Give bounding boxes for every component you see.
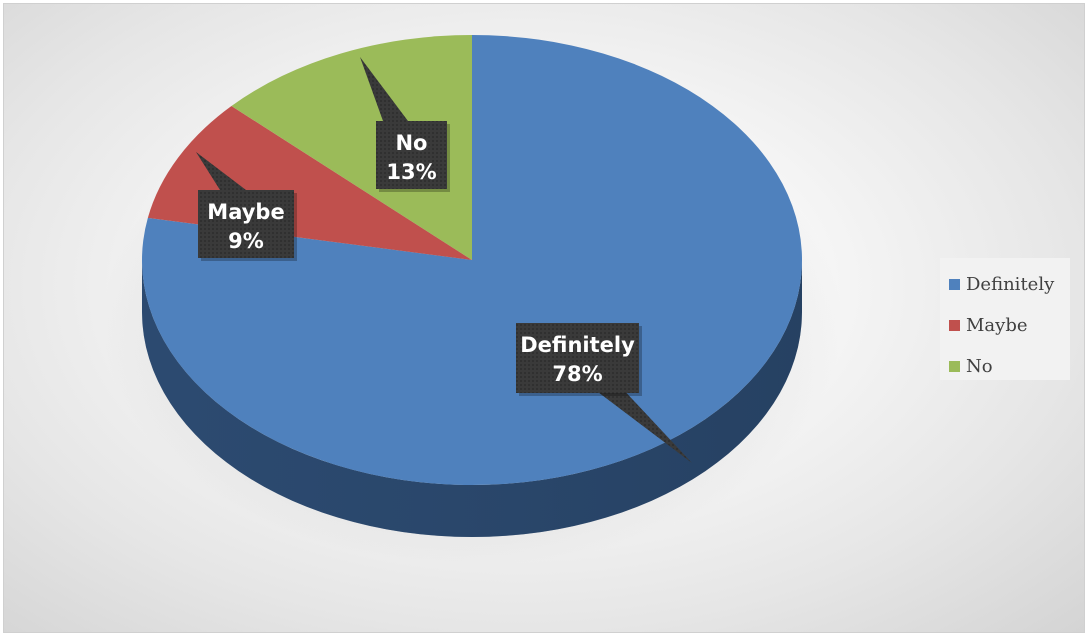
legend-swatch-definitely bbox=[949, 279, 960, 290]
legend-item-definitely: Definitely bbox=[940, 264, 1070, 305]
pie-side bbox=[142, 260, 802, 537]
legend-swatch-maybe bbox=[949, 320, 960, 331]
pie-side-shading bbox=[142, 260, 802, 537]
data-labels: Definitely 78% Maybe 9% No 13% bbox=[196, 57, 692, 463]
legend-swatch-no bbox=[949, 361, 960, 372]
data-label-category: Definitely bbox=[520, 333, 635, 357]
legend-item-maybe: Maybe bbox=[940, 305, 1070, 346]
data-label-definitely: Definitely 78% bbox=[516, 323, 692, 463]
data-label-category: No bbox=[395, 131, 427, 155]
legend-label: No bbox=[966, 356, 993, 377]
data-label-category: Maybe bbox=[207, 200, 284, 224]
data-label-value: 9% bbox=[228, 229, 264, 253]
callout-box bbox=[516, 323, 639, 393]
legend-label: Maybe bbox=[966, 315, 1028, 336]
data-label-no: No 13% bbox=[360, 57, 450, 192]
callout-box bbox=[376, 121, 447, 189]
data-label-maybe: Maybe 9% bbox=[196, 152, 297, 261]
legend: Definitely Maybe No bbox=[940, 258, 1070, 380]
callout-box bbox=[198, 190, 294, 258]
pie-slice-no bbox=[231, 35, 472, 260]
legend-item-no: No bbox=[940, 346, 1070, 387]
callout-pointer bbox=[196, 152, 246, 190]
legend-label: Definitely bbox=[966, 274, 1055, 295]
callout-pointer bbox=[360, 57, 408, 121]
data-label-value: 78% bbox=[552, 362, 602, 386]
callout-pointer bbox=[590, 386, 692, 463]
data-label-value: 13% bbox=[386, 160, 436, 184]
